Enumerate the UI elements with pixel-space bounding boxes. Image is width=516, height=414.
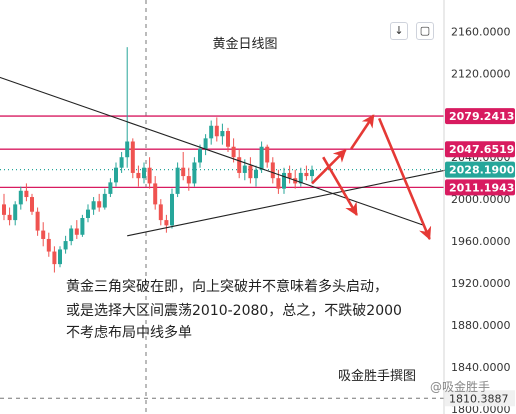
y-tick-label: 1840.0000: [451, 361, 511, 374]
y-tick-label: 2120.0000: [451, 67, 511, 80]
candle-body: [310, 169, 314, 177]
candle-body: [287, 172, 292, 179]
candle-body: [254, 169, 258, 179]
candle-body: [24, 190, 29, 198]
y-tick-label: 1880.0000: [451, 319, 511, 332]
candle-body: [46, 238, 51, 252]
candle-body: [142, 167, 146, 179]
projection-arrow: [350, 114, 375, 150]
candle-body: [80, 218, 85, 235]
price-axis: 2160.00002120.00002080.00002040.00002000…: [443, 0, 515, 414]
candle-body: [186, 176, 191, 184]
candle-body: [102, 193, 107, 208]
candle-body: [18, 190, 23, 205]
price-level-badge-2: 2047.6519: [449, 143, 514, 156]
copy-icon[interactable]: ▢: [416, 22, 434, 40]
price-level-badge-3-bg: [445, 179, 515, 196]
price-level-badge-3: 2011.1943: [449, 181, 514, 194]
candle-body: [265, 146, 270, 163]
y-tick-label: 2000.0000: [451, 193, 511, 206]
candle-body: [158, 204, 163, 221]
projection-arrow: [378, 117, 432, 241]
y-tick-label: 1800.0000: [451, 403, 511, 414]
grid-layer: [0, 0, 444, 414]
candle-body: [220, 131, 225, 137]
candle-body: [270, 162, 275, 179]
price-level-badge-1: 2079.2413: [449, 110, 514, 123]
chart-title: 黄金日线图: [212, 36, 277, 52]
candle-body: [91, 201, 96, 210]
candle-body: [7, 214, 12, 221]
crosshair-readout: 1810.3887: [449, 392, 509, 405]
candle-body: [282, 172, 286, 189]
y-tick-label: 2160.0000: [451, 25, 511, 38]
candle-body: [242, 165, 247, 173]
candle-body: [41, 230, 46, 239]
candle-body: [114, 167, 118, 183]
last-price-badge-bg: [445, 161, 515, 178]
candle-body: [237, 157, 242, 173]
y-tick-label: 1960.0000: [451, 235, 511, 248]
candle-body: [13, 204, 18, 221]
candle-body: [136, 172, 141, 179]
trendline-upper: [0, 76, 425, 226]
projection-arrow: [322, 156, 358, 216]
candle-body: [214, 125, 219, 137]
candle-body: [231, 146, 236, 158]
candlestick-series: [2, 47, 314, 273]
candle-body: [198, 148, 202, 163]
crosshair-readout-bg: [445, 390, 515, 407]
candle-body: [97, 201, 102, 208]
candle-body: [153, 183, 158, 205]
candle-body: [30, 197, 34, 212]
download-icon[interactable]: ↓: [390, 22, 408, 40]
candle-body: [58, 249, 62, 265]
author-signature: 吸金胜手撰图: [338, 368, 416, 384]
candle-body: [74, 228, 79, 235]
candle-body: [304, 172, 309, 177]
candle-body: [63, 241, 68, 250]
projection-arrows: [311, 114, 432, 241]
candle-body: [35, 211, 40, 231]
price-level-badge-1-bg: [445, 108, 515, 125]
price-level-badge-2-bg: [445, 141, 515, 158]
candle-body: [2, 204, 6, 215]
annotation-line-3: 不考虑布局中线多单: [66, 324, 192, 341]
candle-body: [298, 172, 303, 184]
candle-body: [203, 138, 208, 149]
y-tick-label: 1920.0000: [451, 277, 511, 290]
candle-body: [52, 251, 57, 265]
candle-body: [209, 125, 214, 139]
candle-body: [164, 220, 169, 226]
candle-body: [108, 182, 113, 194]
trendline-lower: [127, 167, 458, 237]
candle-body: [86, 209, 90, 219]
candle-body: [69, 228, 74, 242]
candle-body: [170, 193, 174, 226]
candle-body: [181, 167, 186, 177]
candle-body: [125, 141, 130, 158]
watermark: @吸金胜手: [430, 379, 490, 394]
candle-body: [175, 167, 180, 194]
candle-body: [147, 167, 152, 184]
annotation-line-2: 或是选择大区间震荡2010-2080，总之，不跌破2000: [66, 303, 402, 319]
candle-body: [259, 146, 264, 170]
candle-body: [226, 131, 230, 147]
candle-body: [276, 178, 281, 189]
last-price-badge: 2028.1900: [449, 164, 515, 177]
annotation-line-1: 黄金三角突破在即，向上突破并不意味着多头启动，: [66, 278, 388, 295]
candle-body: [130, 141, 135, 173]
candle-body: [192, 162, 197, 184]
candle-body: [248, 165, 253, 179]
candle-body: [119, 157, 124, 168]
trendlines: [0, 76, 458, 237]
